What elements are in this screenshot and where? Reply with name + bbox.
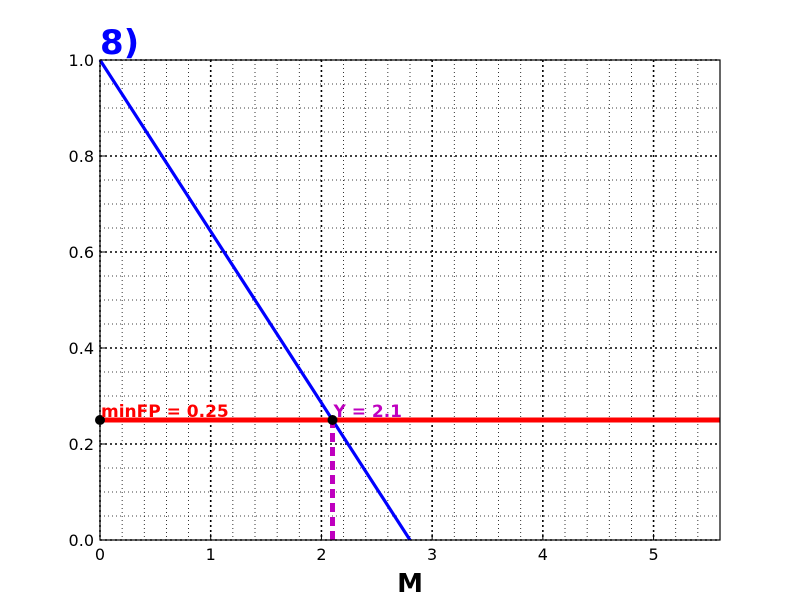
- series-layer: [98, 59, 720, 541]
- y-tick-label: 0.6: [69, 243, 94, 262]
- ticks-layer: 0 1 2 3 4 5 0.0 0.2 0.4 0.6 0.8 1.0: [69, 51, 659, 564]
- grid: [99, 59, 721, 541]
- x-tick-label: 1: [206, 545, 216, 564]
- x-tick-label: 4: [538, 545, 548, 564]
- annotations-layer: minFP = 0.25 Y = 2.1: [101, 402, 402, 422]
- y-tick-label: 1.0: [69, 51, 94, 70]
- x-axis-label: M: [397, 569, 423, 599]
- y-tick-label: 0.0: [69, 531, 94, 550]
- y-tick-label: 0.8: [69, 147, 94, 166]
- annotation-1: Y = 2.1: [333, 402, 403, 422]
- x-tick-label: 2: [316, 545, 326, 564]
- y-tick-label: 0.2: [69, 435, 94, 454]
- y-tick-label: 0.4: [69, 339, 94, 358]
- x-tick-label: 3: [427, 545, 437, 564]
- x-tick-label: 0: [95, 545, 105, 564]
- data-point-1: [327, 415, 338, 425]
- x-tick-label: 5: [648, 545, 658, 564]
- series-line-0: [98, 59, 412, 541]
- plot-frame: [99, 59, 721, 541]
- annotation-0: minFP = 0.25: [101, 402, 229, 422]
- chart-title: 8): [100, 23, 139, 63]
